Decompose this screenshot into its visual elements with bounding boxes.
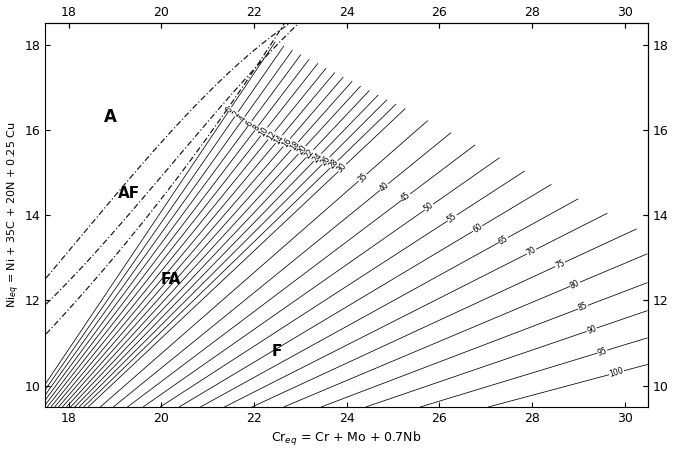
Text: AF: AF (118, 187, 140, 202)
Text: 65: 65 (497, 233, 510, 247)
Text: 50: 50 (423, 201, 435, 214)
Text: 80: 80 (569, 278, 582, 291)
Text: A: A (104, 108, 117, 126)
Text: 10: 10 (257, 125, 271, 138)
Text: 60: 60 (471, 222, 484, 235)
X-axis label: Cr$_{eq}$ = Cr + Mo + 0.7Nb: Cr$_{eq}$ = Cr + Mo + 0.7Nb (272, 430, 422, 449)
Text: 20: 20 (296, 143, 309, 157)
Text: 70: 70 (525, 245, 538, 258)
Text: 16: 16 (280, 136, 293, 149)
Text: 90: 90 (586, 324, 598, 336)
Text: 85: 85 (577, 301, 589, 313)
Text: 28: 28 (328, 158, 340, 171)
Text: 35: 35 (356, 171, 369, 184)
Text: 55: 55 (446, 212, 459, 224)
Text: 2: 2 (231, 110, 241, 118)
Text: 18: 18 (288, 139, 301, 153)
Text: 75: 75 (553, 258, 566, 271)
Text: 40: 40 (377, 180, 391, 194)
Text: 4: 4 (238, 114, 248, 123)
Text: 45: 45 (400, 190, 412, 203)
Text: 0: 0 (224, 105, 235, 114)
Text: 24: 24 (311, 151, 324, 164)
Y-axis label: Ni$_{eq}$ = Ni + 35C + 20N + 0.25 Cu: Ni$_{eq}$ = Ni + 35C + 20N + 0.25 Cu (5, 122, 22, 308)
Text: 26: 26 (319, 154, 332, 167)
Text: 95: 95 (596, 346, 609, 357)
Text: 14: 14 (272, 133, 285, 146)
Text: 6: 6 (245, 118, 255, 128)
Text: 22: 22 (303, 147, 316, 160)
Text: 30: 30 (336, 161, 349, 174)
Text: F: F (272, 344, 282, 359)
Text: 12: 12 (265, 129, 278, 142)
Text: 100: 100 (609, 366, 625, 379)
Text: FA: FA (160, 271, 181, 286)
Text: 8: 8 (251, 123, 262, 133)
